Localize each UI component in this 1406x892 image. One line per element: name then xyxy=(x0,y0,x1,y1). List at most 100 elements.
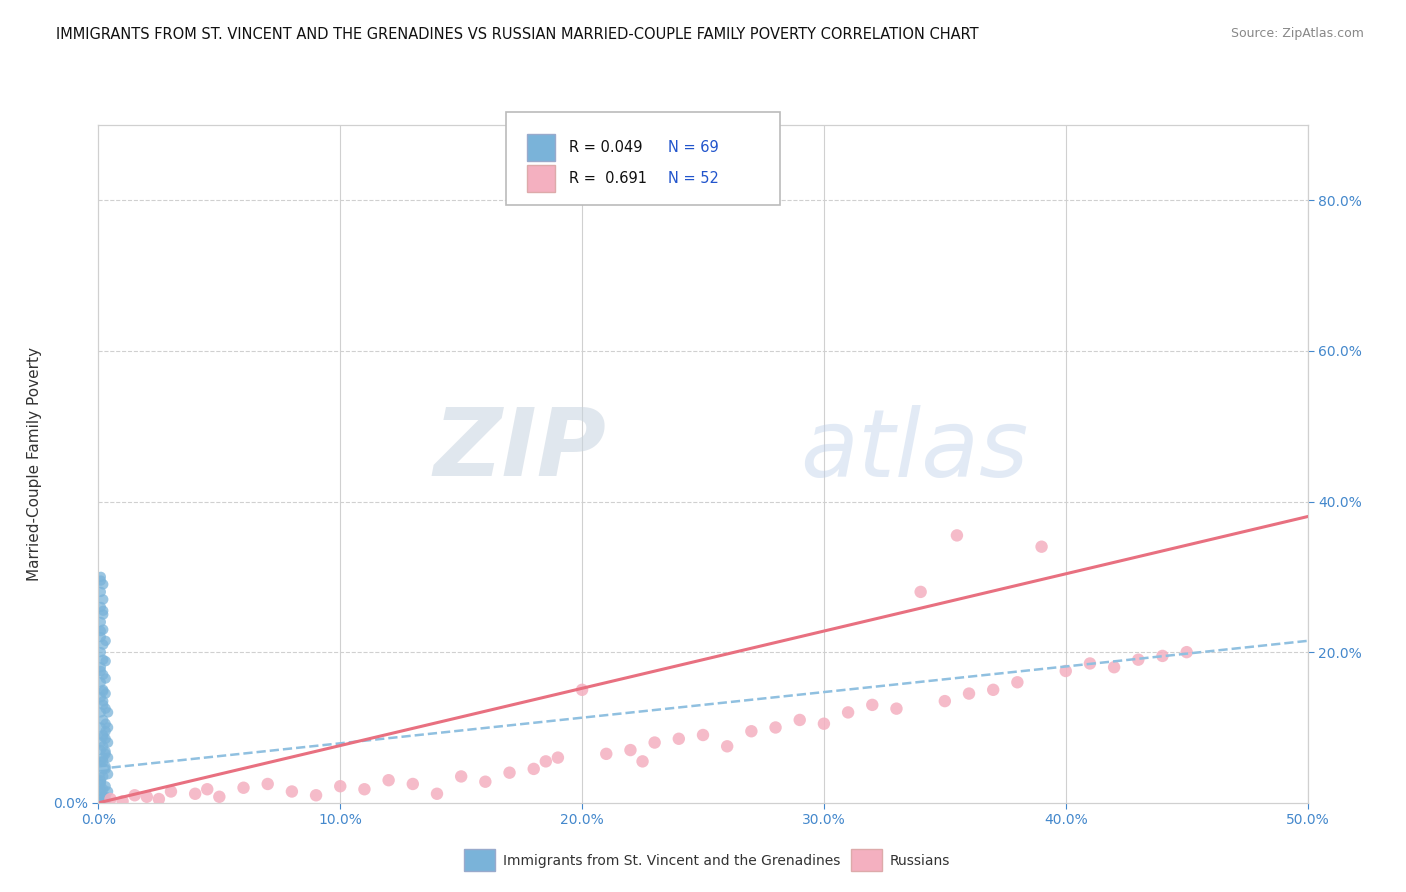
Point xyxy=(946,528,969,542)
Point xyxy=(195,782,218,797)
Point xyxy=(644,735,666,749)
Point xyxy=(97,767,120,781)
Point xyxy=(91,653,114,667)
Point xyxy=(135,789,157,804)
Point xyxy=(256,777,278,791)
Point xyxy=(450,769,472,783)
Point xyxy=(740,724,762,739)
Point xyxy=(813,716,835,731)
Point xyxy=(97,706,120,720)
Point xyxy=(837,706,859,720)
Point xyxy=(91,604,114,618)
Point xyxy=(90,743,112,757)
Point xyxy=(91,730,114,744)
Point xyxy=(94,779,117,793)
Point xyxy=(94,716,117,731)
Point xyxy=(789,713,811,727)
Point xyxy=(474,774,496,789)
Point xyxy=(94,793,117,807)
Point xyxy=(571,682,593,697)
Point xyxy=(860,698,883,712)
Point xyxy=(91,682,114,697)
Point xyxy=(1152,648,1174,663)
Point xyxy=(90,574,112,588)
Point xyxy=(981,682,1004,697)
Point xyxy=(353,782,375,797)
Point xyxy=(90,599,112,614)
Text: N = 52: N = 52 xyxy=(668,171,718,186)
Point xyxy=(94,724,117,739)
Point xyxy=(1128,653,1150,667)
Point xyxy=(148,792,170,806)
Point xyxy=(1175,645,1198,659)
Point xyxy=(91,667,114,681)
Point xyxy=(91,638,114,652)
Point xyxy=(94,687,117,701)
Text: ZIP: ZIP xyxy=(433,404,606,496)
Point xyxy=(90,792,112,806)
Point xyxy=(90,570,112,584)
Point xyxy=(97,735,120,749)
Point xyxy=(329,779,352,793)
Point xyxy=(90,765,112,780)
Point xyxy=(232,780,254,795)
Point xyxy=(94,672,117,686)
Point xyxy=(90,585,112,599)
Point xyxy=(631,755,654,769)
Point xyxy=(90,664,112,678)
Point xyxy=(1054,664,1077,678)
Point xyxy=(91,698,114,712)
Point xyxy=(160,784,183,798)
Point xyxy=(91,623,114,637)
Point xyxy=(765,721,787,735)
Point xyxy=(97,721,120,735)
Point xyxy=(498,765,520,780)
Point xyxy=(90,787,112,801)
Point xyxy=(90,783,112,797)
Point xyxy=(91,739,114,754)
Point xyxy=(90,777,112,791)
Point xyxy=(94,762,117,776)
Point xyxy=(1078,657,1101,671)
Point xyxy=(90,758,112,772)
Point xyxy=(91,684,114,698)
Point xyxy=(90,615,112,629)
Point xyxy=(305,789,328,803)
Point xyxy=(100,792,122,806)
Point xyxy=(184,787,207,801)
Point xyxy=(910,585,932,599)
Point xyxy=(90,630,112,644)
Point xyxy=(94,701,117,715)
Text: Immigrants from St. Vincent and the Grenadines: Immigrants from St. Vincent and the Gren… xyxy=(503,854,841,868)
Point xyxy=(619,743,641,757)
Text: N = 69: N = 69 xyxy=(668,140,718,154)
Point xyxy=(94,654,117,668)
Point xyxy=(90,773,112,788)
Point xyxy=(94,789,117,804)
Point xyxy=(208,789,231,804)
Point xyxy=(91,592,114,607)
Point xyxy=(97,750,120,764)
Point xyxy=(94,745,117,759)
Point xyxy=(281,784,304,798)
Point xyxy=(523,762,546,776)
Point xyxy=(402,777,425,791)
Point xyxy=(90,645,112,659)
Point xyxy=(94,633,117,648)
Point xyxy=(90,755,112,769)
Point xyxy=(692,728,714,742)
Point xyxy=(595,747,617,761)
Point xyxy=(934,694,956,708)
Point xyxy=(90,675,112,690)
Point xyxy=(91,750,114,764)
Point xyxy=(1102,660,1125,674)
Text: IMMIGRANTS FROM ST. VINCENT AND THE GRENADINES VS RUSSIAN MARRIED-COUPLE FAMILY : IMMIGRANTS FROM ST. VINCENT AND THE GREN… xyxy=(56,27,979,42)
Point xyxy=(90,690,112,705)
Point xyxy=(91,577,114,591)
Point xyxy=(668,731,690,746)
Point xyxy=(91,607,114,622)
Point xyxy=(534,755,557,769)
Point xyxy=(111,794,134,808)
Text: atlas: atlas xyxy=(800,405,1028,496)
Point xyxy=(91,728,114,742)
